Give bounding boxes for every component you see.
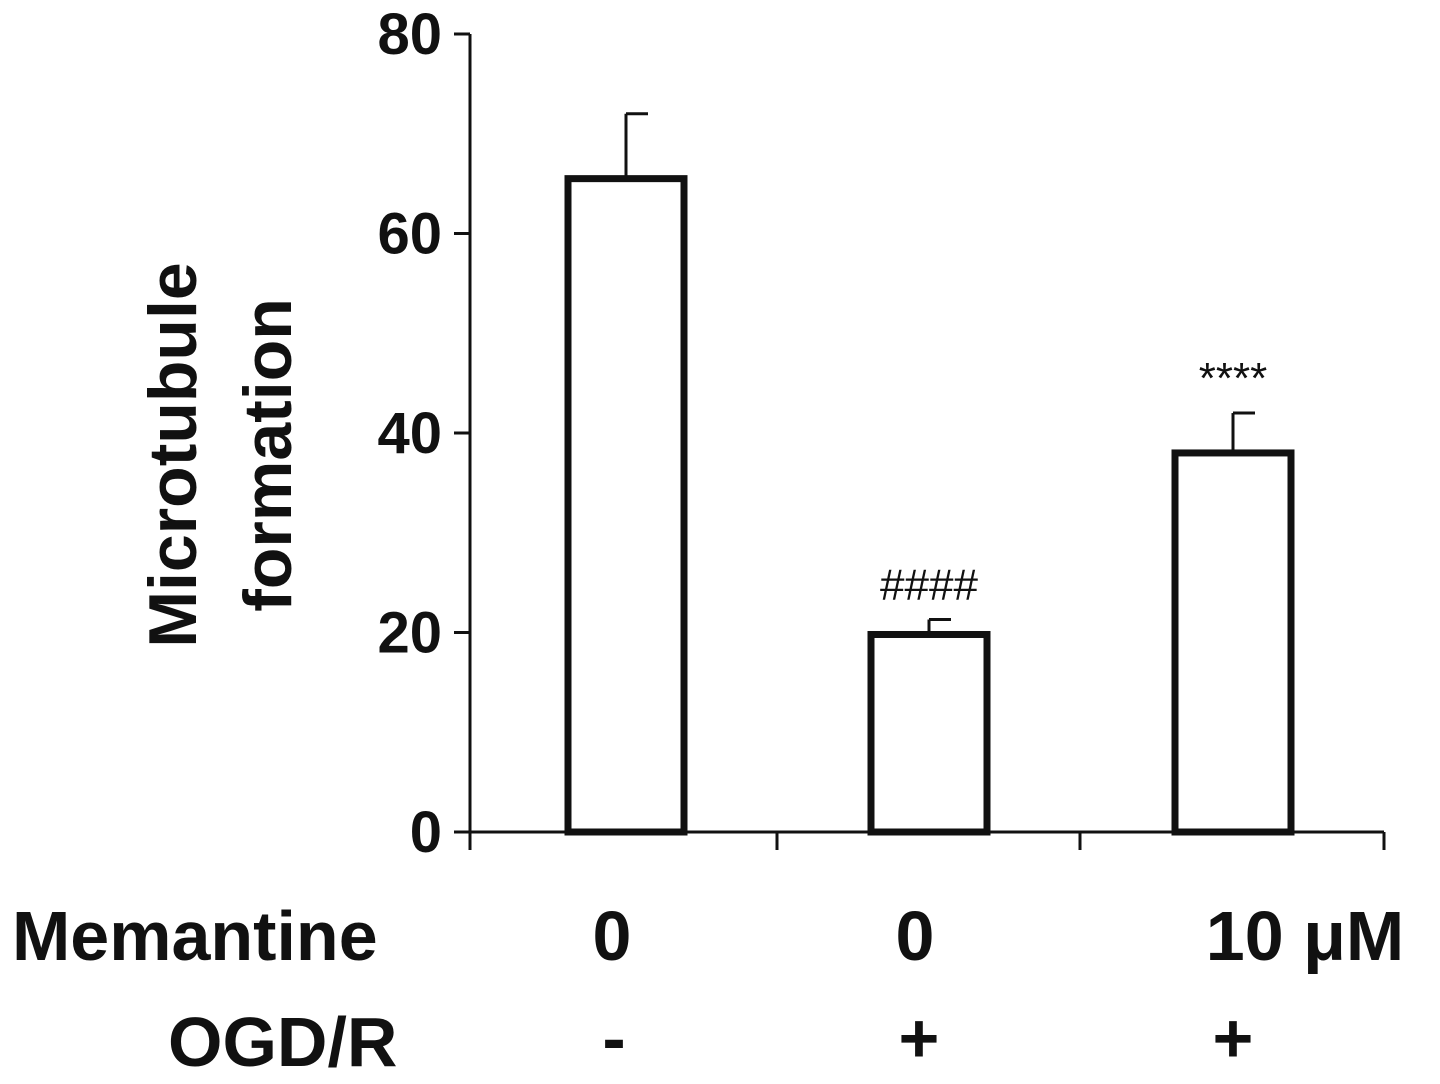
memantine-value-2: 0: [896, 897, 935, 975]
y-axis-label-line-1: Microtubule: [135, 262, 211, 647]
y-axis-label: Microtubule formation: [135, 262, 306, 647]
y-tick-label-2: 40: [377, 401, 442, 466]
memantine-value-1: 0: [593, 897, 632, 975]
bar-3: [1171, 449, 1295, 836]
ogdr-value-3: +: [1213, 999, 1254, 1077]
y-tick-label-0: 0: [410, 800, 442, 865]
y-tick-label-4: 80: [377, 2, 442, 67]
significance-label-2: ####: [880, 561, 978, 610]
ogdr-row-label: OGD/R: [168, 1003, 397, 1081]
y-tick-label-3: 60: [377, 202, 442, 267]
y-tick-label-1: 20: [377, 601, 442, 666]
y-axis-label-line-2: formation: [230, 298, 306, 612]
bar-1: [564, 175, 688, 836]
ogdr-value-1: -: [602, 999, 625, 1077]
condition-rows: Memantine OGD/R 0 0 10 μM - + +: [12, 897, 1404, 1081]
memantine-row-label: Memantine: [12, 897, 378, 975]
significance-label-3: ****: [1199, 354, 1268, 403]
bars: #### ****: [564, 112, 1295, 836]
y-ticks: 0 20 40 60 80: [377, 2, 470, 865]
ogdr-value-2: +: [899, 999, 940, 1077]
memantine-value-3: 10 μM: [1206, 897, 1404, 975]
bar-2: [867, 630, 991, 836]
